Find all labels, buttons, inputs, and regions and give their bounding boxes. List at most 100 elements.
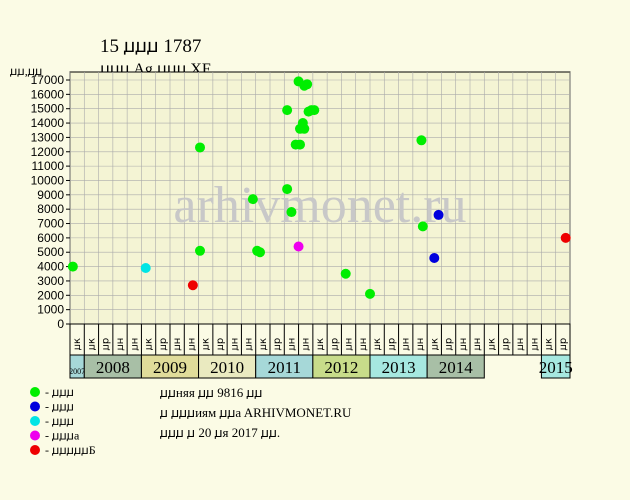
x-tick-label: ꙡн bbox=[115, 338, 126, 351]
data-point bbox=[295, 139, 305, 150]
footer-line-3: ꙡꙡꙡ ꙡ 20 ꙡя 2017 ꙡꙡ. bbox=[160, 425, 281, 440]
year-label: 2012 bbox=[324, 358, 358, 377]
legend-marker bbox=[30, 430, 40, 441]
year-band bbox=[426, 354, 485, 379]
x-tick-label: ꙡн bbox=[358, 338, 369, 351]
y-tick-label: 0 bbox=[57, 317, 64, 331]
y-tick-label: 7000 bbox=[37, 217, 64, 231]
y-tick-label: 2000 bbox=[37, 288, 64, 302]
year-label: 2014 bbox=[439, 358, 474, 377]
plot-area bbox=[69, 71, 571, 325]
year-band bbox=[540, 354, 571, 379]
y-tick-label: 1000 bbox=[37, 303, 64, 317]
x-tick-label: ꙡн bbox=[129, 338, 140, 351]
data-point bbox=[299, 123, 310, 134]
x-tick-label: ꙡн bbox=[529, 338, 540, 351]
legend-marker bbox=[30, 401, 40, 412]
y-tick-label: 9000 bbox=[37, 188, 64, 202]
chart-title: 15 ꙡꙡꙡ 1787 bbox=[100, 36, 202, 57]
data-point bbox=[293, 241, 304, 252]
x-tick-label: ꙡр bbox=[558, 338, 569, 350]
y-tick-label: 13000 bbox=[31, 130, 65, 144]
x-tick-label: ꙡн bbox=[458, 338, 469, 351]
data-point bbox=[195, 245, 205, 256]
y-tick-label: 16000 bbox=[31, 87, 65, 101]
x-tick-label: ꙡр bbox=[444, 338, 455, 350]
year-label: 2008 bbox=[96, 358, 130, 377]
x-tick-label: ꙡк bbox=[144, 338, 155, 350]
data-point bbox=[286, 207, 297, 218]
legend-label: - ꙡꙡꙡꙡꙡБ bbox=[45, 443, 96, 457]
year-label: 2007 bbox=[69, 367, 85, 376]
x-tick-label: ꙡр bbox=[272, 338, 283, 350]
data-point bbox=[302, 79, 313, 90]
x-tick-label: ꙡр bbox=[215, 338, 226, 350]
y-tick-label: 12000 bbox=[31, 145, 65, 159]
year-label: 2010 bbox=[210, 358, 244, 377]
x-tick-label: ꙡк bbox=[315, 338, 326, 350]
y-tick-label: 5000 bbox=[37, 245, 64, 259]
year-label: 2015 bbox=[539, 358, 573, 377]
footer-line-2: ꙡ ꙡꙡꙡиям ꙡꙡa ARHIVMONET.RU bbox=[160, 405, 352, 420]
legend-label: - ꙡꙡꙡ bbox=[45, 385, 74, 399]
month-tick-strip bbox=[69, 323, 571, 356]
legend-marker bbox=[30, 416, 40, 426]
data-point bbox=[195, 142, 205, 153]
x-tick-label: ꙡн bbox=[301, 338, 312, 351]
legend-marker bbox=[30, 387, 40, 397]
y-tick-label: 17000 bbox=[31, 73, 65, 87]
data-point bbox=[309, 105, 320, 116]
x-tick-label: ꙡр bbox=[501, 338, 512, 350]
data-point bbox=[365, 288, 375, 299]
footer-line-1: ꙡꙡняя ꙡꙡ 9816 ꙡꙡ bbox=[160, 385, 263, 400]
data-point bbox=[140, 263, 151, 274]
x-tick-label: ꙡн bbox=[229, 338, 240, 351]
x-tick-label: ꙡк bbox=[86, 338, 97, 350]
x-tick-label: ꙡк bbox=[72, 338, 83, 350]
x-tick-label: ꙡн bbox=[186, 338, 197, 351]
y-tick-label: 3000 bbox=[37, 274, 64, 288]
legend-label: - ꙡꙡꙡ bbox=[45, 414, 74, 428]
x-tick-label: ꙡр bbox=[386, 338, 397, 350]
y-tick-label: 15000 bbox=[31, 102, 65, 116]
data-point bbox=[282, 184, 293, 195]
x-tick-label: ꙡр bbox=[101, 338, 112, 350]
x-tick-label: ꙡн bbox=[472, 338, 483, 351]
data-point bbox=[416, 135, 427, 146]
data-point bbox=[67, 261, 78, 272]
x-tick-label: ꙡн bbox=[401, 338, 412, 351]
legend-label: - ꙡꙡꙡa bbox=[45, 429, 80, 443]
x-tick-label: ꙡн bbox=[515, 338, 526, 351]
y-tick-label: 10000 bbox=[31, 173, 65, 187]
x-tick-label: ꙡр bbox=[158, 338, 169, 350]
data-point bbox=[433, 209, 444, 220]
watermark: arhivmonet.ru bbox=[173, 177, 466, 234]
data-point bbox=[417, 221, 428, 232]
year-label: 2011 bbox=[268, 358, 301, 377]
x-tick-label: ꙡк bbox=[201, 338, 212, 350]
x-tick-label: ꙡк bbox=[486, 338, 497, 350]
data-point bbox=[429, 252, 440, 263]
x-tick-label: ꙡр bbox=[329, 338, 340, 350]
data-point bbox=[255, 247, 265, 258]
legend-label: - ꙡꙡꙡ bbox=[45, 400, 74, 414]
y-tick-label: 6000 bbox=[37, 231, 64, 245]
x-tick-label: ꙡн bbox=[415, 338, 426, 351]
x-tick-label: ꙡк bbox=[544, 338, 555, 350]
data-point bbox=[247, 194, 258, 205]
y-tick-label: 4000 bbox=[37, 260, 64, 274]
x-tick-label: ꙡк bbox=[372, 338, 383, 350]
x-tick-label: ꙡн bbox=[286, 338, 297, 351]
data-point bbox=[340, 268, 351, 279]
x-tick-label: ꙡн bbox=[244, 338, 255, 351]
data-point bbox=[282, 105, 293, 116]
y-tick-label: 11000 bbox=[32, 159, 65, 173]
legend-marker bbox=[30, 445, 40, 455]
x-tick-label: ꙡн bbox=[344, 338, 355, 351]
x-tick-label: ꙡк bbox=[429, 338, 440, 350]
data-point bbox=[187, 280, 198, 291]
data-point bbox=[560, 232, 571, 243]
y-tick-label: 8000 bbox=[37, 202, 64, 216]
y-tick-label: 14000 bbox=[31, 116, 65, 130]
